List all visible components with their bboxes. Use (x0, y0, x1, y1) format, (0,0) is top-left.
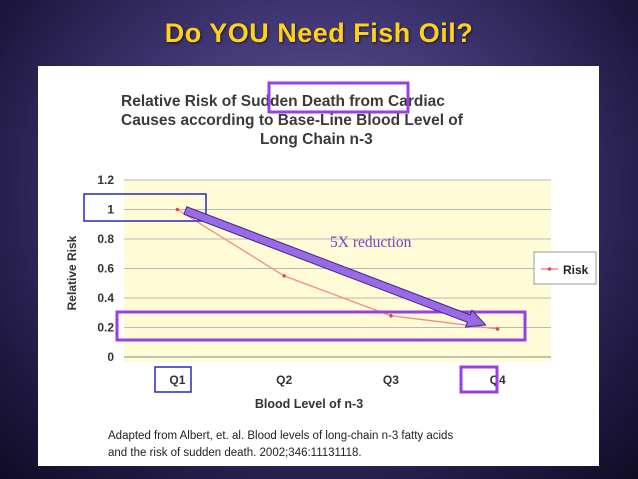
y-tick-label: 0.6 (97, 262, 114, 276)
source-citation-line2: and the risk of sudden death. 2002;346:1… (108, 447, 362, 459)
y-tick-label: 0.4 (97, 291, 114, 305)
x-axis-label: Blood Level of n-3 (255, 397, 363, 411)
chart-title-line1: Relative Risk of Sudden Death from Cardi… (121, 93, 445, 110)
series-line (177, 208, 498, 330)
data-point (175, 207, 180, 212)
y-tick-labels: 0 0.2 0.4 0.6 0.8 1 1.2 (97, 173, 114, 364)
slide-title: Do YOU Need Fish Oil? (164, 18, 474, 48)
y-tick-label: 1.2 (97, 173, 114, 187)
q1-axis-highlight-box (154, 366, 192, 393)
chart-title-line3: Long Chain n-3 (260, 131, 373, 148)
y-tick-label: 1 (107, 203, 114, 217)
legend-swatch-marker (547, 267, 552, 271)
y-tick-label: 0.8 (97, 232, 114, 246)
x-tick-label: Q3 (383, 373, 399, 387)
chart-title-pre: Relative Risk of (121, 93, 241, 110)
x-tick-label: Q1 (169, 373, 185, 387)
data-point (282, 274, 286, 278)
q1-value-highlight-box (83, 193, 207, 222)
q4-axis-highlight-box (459, 365, 499, 394)
source-citation-line1: Adapted from Albert, et. al. Blood level… (108, 430, 453, 442)
relative-risk-chart: Relative Risk of Sudden Death from Cardi… (65, 81, 597, 459)
legend-box (533, 251, 597, 285)
data-point (495, 327, 500, 331)
chart-title-highlight: Sudden Death (241, 93, 345, 110)
reduction-annotation: 5X reduction (330, 234, 412, 251)
chart-panel: Relative Risk of Sudden Death from Cardi… (38, 66, 599, 466)
x-tick-labels: Q1 Q2 Q3 Q4 (169, 373, 506, 387)
data-point (389, 313, 393, 318)
y-tick-label: 0.2 (97, 321, 114, 335)
low-risk-band-highlight-box (115, 310, 527, 342)
legend-label-risk: Risk (563, 263, 589, 277)
sudden-death-highlight-box (267, 81, 410, 114)
legend: Risk (533, 251, 597, 285)
chart-title-post: from Cardiac (345, 93, 445, 110)
x-tick-label: Q2 (276, 373, 292, 387)
chart-title-line2: Causes according to Base-Line Blood Leve… (121, 112, 464, 129)
reduction-arrow (183, 206, 487, 328)
y-tick-label: 0 (107, 350, 114, 364)
risk-series (175, 207, 500, 331)
y-axis-label: Relative Risk (65, 235, 79, 310)
